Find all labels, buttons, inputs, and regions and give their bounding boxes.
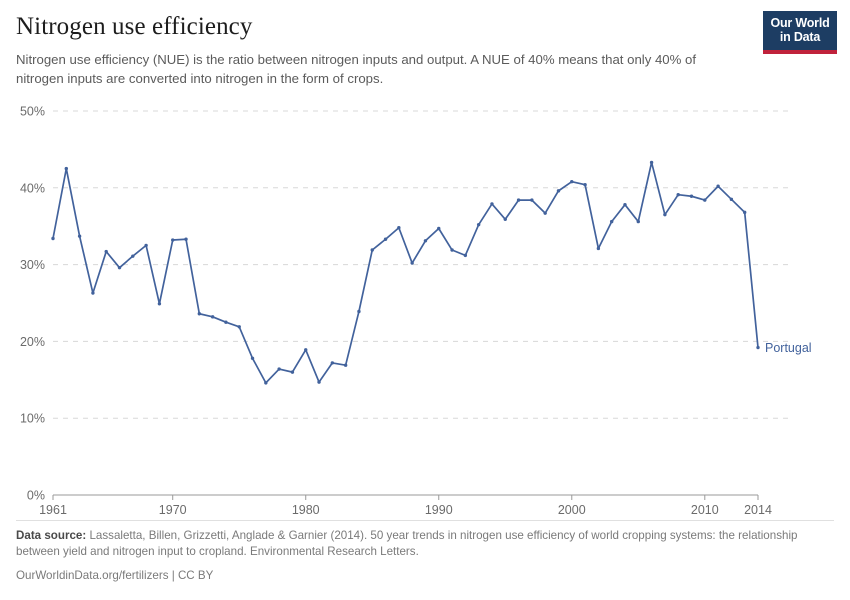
y-gridlines: 0% 10% 20% 30% 40% 50% [20,105,790,503]
data-point[interactable] [689,194,694,198]
data-point[interactable] [51,236,55,241]
data-point[interactable] [330,361,335,365]
data-point[interactable] [317,380,321,384]
data-point[interactable] [476,222,481,227]
data-point[interactable] [131,254,135,258]
data-point[interactable] [357,309,361,314]
chart-footer: Data source: Lassaletta, Billen, Grizzet… [16,528,828,584]
series-end-label[interactable]: Portugal [765,341,812,355]
data-point[interactable] [91,291,95,295]
data-point[interactable] [703,198,707,202]
x-axis-tick-label: 1961 [39,503,67,516]
license-line[interactable]: OurWorldinData.org/fertilizers | CC BY [16,569,214,582]
data-point[interactable] [463,253,468,258]
x-axis-tick-label: 1990 [425,503,453,516]
data-point[interactable] [290,370,295,374]
y-axis-tick-label: 10% [20,412,45,426]
data-point[interactable] [224,320,228,324]
data-point[interactable] [383,237,388,241]
data-point[interactable] [410,261,414,265]
y-axis-tick-label: 0% [27,489,45,503]
data-point[interactable] [64,166,69,171]
data-point[interactable] [743,210,747,215]
data-point[interactable] [583,183,587,187]
data-point[interactable] [184,237,188,241]
data-point[interactable] [144,243,148,248]
footer-divider [16,520,834,521]
data-point[interactable] [503,217,507,221]
data-point[interactable] [197,312,202,316]
data-point[interactable] [277,367,281,371]
data-point[interactable] [756,345,760,350]
data-point[interactable] [210,315,215,319]
series-line [52,161,759,384]
logo-line-1: Our World [770,16,830,30]
x-axis: 1961 1970 1980 1990 2000 2010 2014 [39,494,772,516]
data-point[interactable] [104,249,108,254]
data-point[interactable] [623,203,627,207]
our-world-in-data-logo[interactable]: Our World in Data [763,11,837,54]
data-point[interactable] [237,325,241,329]
data-point[interactable] [556,189,561,193]
data-point[interactable] [636,219,640,224]
y-axis-tick-label: 40% [20,181,45,195]
data-point[interactable] [729,197,734,202]
x-axis-tick-label: 2014 [744,503,772,516]
data-point[interactable] [596,246,601,251]
data-series[interactable] [51,160,760,385]
y-axis-tick-label: 50% [20,105,45,119]
data-point[interactable] [543,211,547,215]
data-point[interactable] [157,302,162,306]
data-point[interactable] [77,234,82,238]
data-point[interactable] [516,198,521,202]
x-axis-tick-label: 2010 [691,503,719,516]
x-axis-tick-label: 1970 [159,503,187,516]
data-point[interactable] [437,226,441,231]
data-point[interactable] [117,265,122,270]
data-point[interactable] [716,184,720,188]
logo-line-2: in Data [779,30,821,44]
data-point[interactable] [649,160,654,165]
y-axis-tick-label: 30% [20,258,45,272]
data-point[interactable] [304,348,308,352]
chart-header: Nitrogen use efficiency Nitrogen use eff… [16,12,756,88]
data-point[interactable] [450,248,454,252]
data-point[interactable] [343,363,348,367]
data-point[interactable] [264,381,268,385]
data-point[interactable] [663,212,667,217]
data-point[interactable] [423,239,428,243]
line-chart-svg: 0% 10% 20% 30% 40% 50% 1961 1970 1980 1990 2000 201… [20,105,812,517]
data-source-text: Lassaletta, Billen, Grizzetti, Anglade &… [16,529,798,558]
x-axis-tick-label: 1980 [292,503,320,516]
data-point[interactable] [570,179,574,184]
data-point[interactable] [530,198,534,202]
data-point[interactable] [676,193,680,197]
y-axis-tick-label: 20% [20,335,45,349]
x-axis-tick-label: 2000 [558,503,586,516]
data-point[interactable] [171,238,175,242]
data-point[interactable] [490,202,494,206]
data-point[interactable] [397,226,401,230]
data-point[interactable] [250,356,255,360]
chart-plot-area: 0% 10% 20% 30% 40% 50% 1961 1970 1980 1990 2000 201… [0,96,850,517]
data-point[interactable] [370,248,374,252]
data-source-line: Data source: Lassaletta, Billen, Grizzet… [16,528,828,560]
chart-subtitle: Nitrogen use efficiency (NUE) is the rat… [16,52,697,86]
data-source-label: Data source: [16,529,87,542]
page-title: Nitrogen use efficiency [16,13,253,40]
data-point[interactable] [609,219,614,224]
